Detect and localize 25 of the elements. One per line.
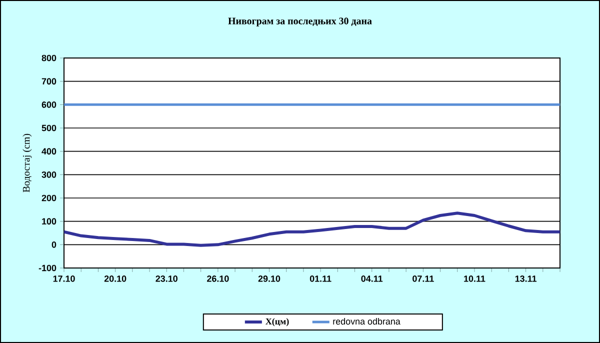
line-series [64,212,560,247]
x-tick-label: 17.10 [53,276,75,282]
y-tick-label: 600 [42,101,56,108]
y-tick-label: 400 [42,148,56,155]
x-tick-label: 20.10 [104,276,126,282]
legend-label: X(цм) [266,318,289,326]
x-tick-label: 07.11 [412,276,434,282]
x-tick-label: 10.11 [464,276,486,282]
x-tick-label: 13.11 [515,276,537,282]
y-tick-label: 500 [42,124,56,132]
x-tick-label: 29.10 [258,276,280,282]
x-tick-label: 01.11 [310,276,332,282]
x-tick-label: 04.11 [361,276,383,282]
y-tick-label: 100 [42,218,56,225]
chart-title: Нивограм за последњих 30 дана [228,18,372,26]
legend-label: redovna odbrana [333,318,400,325]
y-axis-title: Водостај (cm) [22,134,32,192]
x-tick-label: 26.10 [207,276,229,282]
y-tick-label: 800 [42,54,56,62]
x-tick-label: 23.10 [156,276,178,282]
y-tick-label: 0 [52,241,56,248]
y-tick-label: 700 [42,78,56,85]
y-tick-label: -100 [38,264,56,272]
y-tick-label: 300 [42,171,56,178]
y-tick-label: 200 [42,194,56,202]
